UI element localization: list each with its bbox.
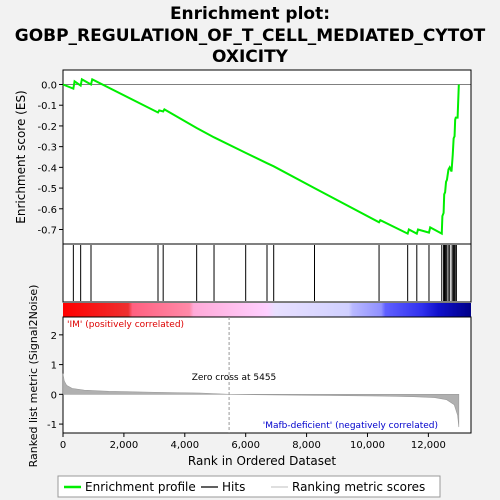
es-y-tick-label: -0.5 — [37, 184, 57, 195]
metric-y-tick-label: -1 — [47, 420, 57, 431]
es-y-axis: 0.0 -0.1 -0.2 -0.3 -0.4 -0.5 -0.6 -0.7 — [37, 81, 63, 237]
legend-ranking-metric: Ranking metric scores — [292, 480, 425, 494]
title-line-2: GOBP_REGULATION_OF_T_CELL_MEDIATED_CYTOT — [15, 26, 486, 46]
title-line-3: OXICITY — [212, 47, 289, 67]
positive-correlation-label: 'IM' (positively correlated) — [67, 320, 184, 330]
metric-y-tick-label: 2 — [51, 331, 57, 342]
x-tick-label: 2,000 — [110, 440, 139, 451]
metric-panel: 210-1 'IM' (positively correlated) 'Mafb… — [27, 285, 472, 468]
enrichment-profile-line — [62, 77, 460, 236]
es-y-tick-label: -0.7 — [37, 226, 57, 237]
zero-cross-label: Zero cross at 5455 — [192, 373, 277, 383]
metric-y-axis: 2 1 0 -1 — [47, 331, 63, 431]
es-y-tick-label: -0.4 — [37, 163, 57, 174]
x-tick-label: 4,000 — [170, 440, 199, 451]
metric-y-tick-label: 0 — [51, 390, 57, 401]
legend: Enrichment profile Hits Ranking metric s… — [57, 475, 441, 498]
legend-enrichment-profile: Enrichment profile — [85, 480, 196, 494]
es-y-axis-label: Enrichment score (ES) — [14, 90, 28, 223]
x-tick-label: 6,000 — [231, 440, 260, 451]
x-tick-label: 8,000 — [292, 440, 321, 451]
x-tick-label: 0 — [60, 440, 66, 451]
legend-hits: Hits — [222, 480, 245, 494]
negative-correlation-label: 'Mafb-deficient' (negatively correlated) — [263, 421, 438, 431]
hits-panel — [62, 243, 472, 303]
es-y-tick-label: 0.0 — [41, 81, 57, 92]
metric-y-axis-label: Ranked list metric (Signal2Noise) — [27, 285, 40, 468]
x-tick-label: 10,000 — [350, 440, 385, 451]
rank-color-bar — [63, 303, 471, 317]
title-line-1: Enrichment plot: — [170, 4, 330, 24]
es-y-tick-label: -0.2 — [37, 122, 57, 133]
x-tick-label: 12,000 — [411, 440, 446, 451]
metric-y-tick-label: 1 — [51, 361, 57, 372]
hit-marks — [72, 245, 457, 301]
x-axis: 0 2,000 4,000 6,000 8,000 10,000 12,000 — [60, 433, 446, 451]
es-y-tick-label: -0.3 — [37, 143, 57, 154]
es-y-tick-label: -0.6 — [37, 205, 57, 216]
es-y-tick-label: -0.1 — [37, 101, 57, 112]
metric-plot-area — [62, 316, 472, 434]
legend-box — [57, 475, 441, 498]
x-axis-label: Rank in Ordered Dataset — [188, 454, 336, 468]
ranking-metric-area — [62, 373, 460, 428]
es-panel: 0.0 -0.1 -0.2 -0.3 -0.4 -0.5 -0.6 -0.7 Enrichme… — [14, 69, 472, 245]
